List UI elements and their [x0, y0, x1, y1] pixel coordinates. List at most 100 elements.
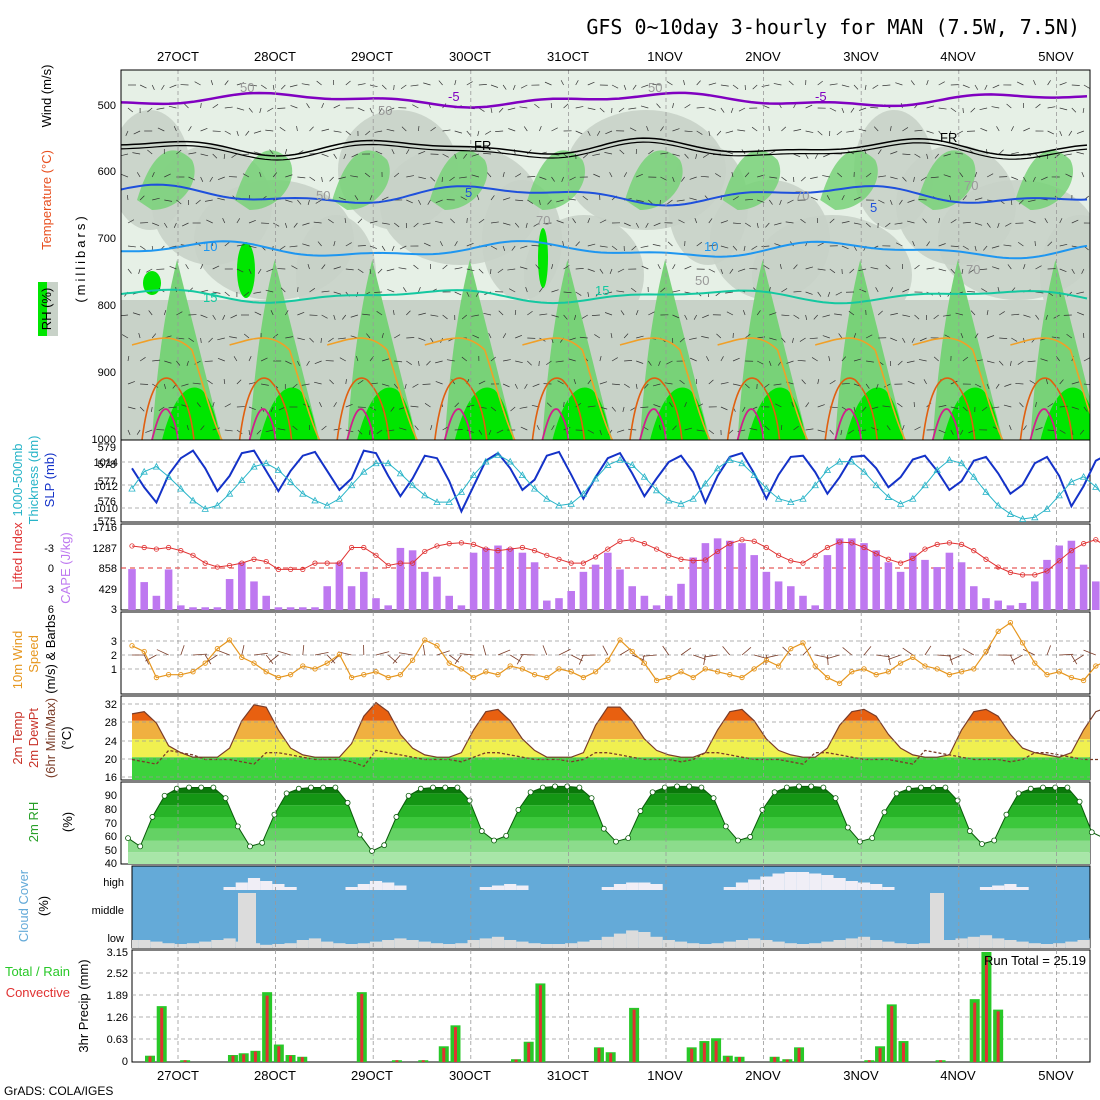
wind-barb — [284, 148, 288, 155]
low-cloud-bar — [662, 940, 675, 948]
wind-barb — [146, 268, 153, 273]
wind-speed-point — [849, 669, 855, 675]
wind-speed-point — [275, 674, 282, 681]
surface-temperature-panel: 32 28 24 20 16 2m Temp 2m DewPt (6hr Min… — [10, 695, 1100, 784]
thickness-point — [530, 484, 539, 492]
wind-barb — [399, 427, 407, 431]
wind-barb — [992, 84, 1000, 89]
wind-barb — [151, 172, 155, 178]
wind-barb — [463, 153, 468, 159]
low-cloud-bar — [223, 938, 236, 948]
rh-point — [1003, 811, 1010, 818]
thickness-point — [835, 457, 844, 465]
wind-speed-point — [397, 672, 404, 678]
cape-bar — [433, 576, 441, 610]
precip-conv-bar — [395, 1060, 399, 1062]
wind-barb — [224, 429, 233, 432]
li-point — [483, 546, 489, 552]
date-label: 29OCT — [351, 1068, 393, 1083]
wind-barb — [430, 176, 436, 182]
wind-barb — [242, 173, 250, 178]
wind-barb — [490, 406, 497, 412]
wind-barb — [328, 219, 334, 224]
wind-barb — [497, 649, 511, 656]
isotherm-30 — [736, 408, 765, 440]
isotherm-5 — [121, 183, 1088, 207]
wind-barb — [173, 126, 177, 132]
cloud-cover-panel: high middle low Cloud Cover (%) — [16, 865, 1091, 949]
high-cloud-bar — [613, 884, 627, 890]
isotherm-10 — [121, 240, 1088, 260]
wind-barb — [882, 405, 891, 408]
wind-barb — [619, 648, 631, 656]
wind-speed-point — [519, 666, 526, 672]
isotherm-30 — [151, 408, 179, 440]
thickness-point — [1006, 510, 1015, 517]
wind-barb — [926, 105, 934, 109]
wind-barb — [563, 103, 569, 109]
wind-speed-point — [824, 674, 831, 681]
rh-plume — [625, 150, 683, 210]
cape-bar — [152, 595, 161, 610]
wind-axis-label: Speed — [26, 635, 41, 673]
wind-speed-point — [605, 657, 611, 663]
wind-speed-point — [385, 674, 391, 681]
rh-tick: 90 — [105, 790, 117, 802]
wind-barb — [781, 337, 786, 343]
wind-speed-point — [800, 640, 806, 646]
wind-barb — [319, 402, 322, 408]
wind-barb — [578, 654, 584, 665]
cloud-axis-label: (%) — [36, 896, 51, 916]
precip-conv-bar — [690, 1048, 694, 1062]
wind-barb — [333, 240, 336, 247]
cape-bar — [970, 586, 978, 610]
li-point — [361, 544, 367, 551]
precip-conv-bar — [785, 1059, 789, 1062]
cape-bar — [762, 571, 771, 610]
thickness-tick: 579 — [98, 442, 116, 454]
wind-barb — [967, 291, 976, 293]
thickness-point — [494, 450, 502, 458]
cape-bar — [945, 552, 954, 610]
wind-barb — [245, 130, 250, 136]
rh-point — [637, 808, 644, 814]
thickness-point — [274, 466, 283, 473]
wind-speed-point — [690, 674, 696, 681]
wind-barb — [672, 176, 675, 182]
wind-barb — [502, 245, 506, 252]
li-point — [458, 540, 464, 546]
wind-barb — [321, 290, 330, 293]
wind-barb — [938, 405, 947, 408]
wind-barb — [488, 429, 492, 435]
wind-barb — [158, 406, 165, 411]
wind-barb — [520, 84, 528, 89]
cape-bar — [811, 605, 819, 610]
wind-barb — [309, 176, 316, 181]
wind-speed-point — [983, 648, 989, 655]
low-cloud-bar — [394, 938, 407, 948]
wind-barb — [387, 289, 395, 293]
li-point — [922, 546, 928, 552]
date-label: 5NOV — [1038, 49, 1074, 64]
wind-barb — [1044, 218, 1048, 224]
wind-barb — [217, 358, 225, 362]
cape-bar — [323, 586, 331, 610]
wind-barb — [139, 406, 145, 412]
wind-barb — [212, 103, 219, 109]
wind-barb — [817, 130, 823, 136]
li-point — [836, 539, 843, 545]
wind-barb — [1029, 380, 1036, 385]
wind-barb — [345, 130, 351, 136]
thickness-point — [372, 459, 380, 467]
wind-barb — [1082, 107, 1085, 114]
wind-barb — [907, 199, 915, 203]
precip-conv-bar — [360, 993, 364, 1062]
wind-barb — [173, 222, 177, 228]
wind-barb — [413, 264, 419, 270]
cape-bar — [713, 538, 722, 610]
wind-barb — [508, 288, 516, 293]
low-cloud-bar — [1028, 943, 1041, 948]
wind-barb — [210, 79, 214, 86]
high-cloud-bar — [992, 885, 1005, 890]
high-cloud-bar — [479, 887, 492, 890]
